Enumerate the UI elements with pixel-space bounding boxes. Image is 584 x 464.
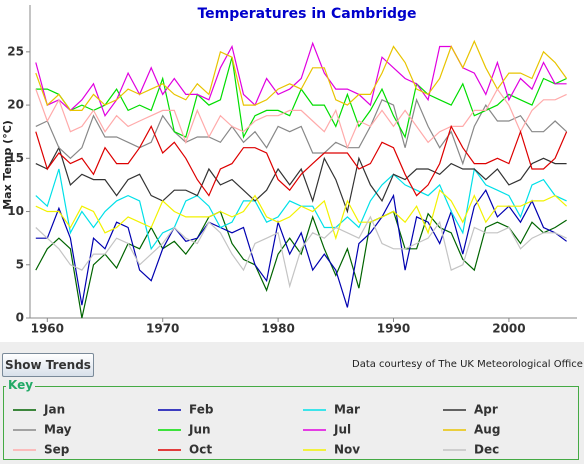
series-line [35, 87, 567, 150]
legend-label: Oct [189, 443, 212, 457]
series-line [35, 41, 567, 117]
legend-label: May [44, 423, 72, 437]
legend-label: Mar [334, 403, 360, 417]
legend-label: Nov [334, 443, 360, 457]
legend-label: Jan [43, 403, 65, 417]
y-tick-label: 5 [16, 257, 24, 271]
show-trends-button[interactable]: Show Trends [2, 353, 94, 377]
series-line [35, 167, 567, 251]
series-line [35, 210, 567, 319]
x-tick-label: 1960 [31, 322, 64, 336]
y-tick-label: 25 [7, 44, 24, 58]
y-tick-label: 20 [7, 98, 24, 112]
x-tick-label: 1990 [377, 322, 410, 336]
legend-title: Key [6, 378, 36, 392]
legend-label: Feb [189, 403, 214, 417]
y-tick-label: 0 [16, 311, 24, 325]
legend-box [3, 386, 579, 460]
legend: Jan Feb Mar Apr May Jun Jul Aug Sep Oct Nov Dec [13, 403, 500, 457]
legend-label: Dec [474, 443, 499, 457]
series-line [35, 97, 568, 166]
credit: Data courtesy of The UK Meteorological O… [352, 359, 583, 370]
series-line [35, 124, 568, 197]
x-tick-label: 2000 [492, 322, 525, 336]
legend-label: Jun [188, 423, 211, 437]
y-tick-label: 15 [7, 151, 24, 165]
series-line [35, 215, 567, 289]
legend-label: Sep [44, 443, 70, 457]
x-tick-label: 1970 [146, 322, 179, 336]
legend-label: Aug [474, 423, 500, 437]
series-line [35, 39, 568, 111]
legend-label: Jul [333, 423, 351, 437]
y-tick-label: 10 [7, 204, 24, 218]
series-line [35, 188, 567, 308]
series-line [35, 146, 567, 214]
series-line [35, 189, 568, 241]
chart: Temperatures in Cambridge Max Temp (°C) … [0, 0, 584, 342]
chart-title: Temperatures in Cambridge [197, 6, 416, 22]
y-axis-label: Max Temp (°C) [1, 120, 14, 210]
legend-label: Apr [474, 403, 498, 417]
x-tick-label: 1980 [261, 322, 294, 336]
